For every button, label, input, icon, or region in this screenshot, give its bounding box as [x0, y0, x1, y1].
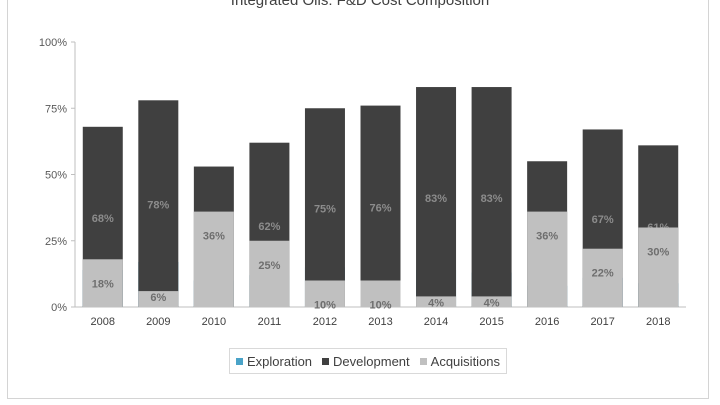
x-tick-label: 2010 [202, 316, 226, 328]
data-label: 10% [314, 300, 336, 312]
legend-item: Development [322, 354, 410, 369]
data-label: 18% [92, 278, 114, 290]
data-label: 75% [314, 204, 336, 216]
bar-segment-acquisitions [582, 248, 623, 307]
bar-segment-acquisitions [82, 259, 123, 307]
data-label: 25% [258, 260, 280, 272]
bar-segment-development [471, 87, 512, 307]
bar-segment-development [416, 87, 457, 307]
bar-segment-acquisitions [138, 291, 179, 307]
data-label: 83% [481, 193, 503, 205]
x-tick-label: 2012 [313, 316, 337, 328]
data-label: 83% [425, 193, 447, 205]
data-label: 22% [592, 268, 614, 280]
chart-title: Integrated Oils: F&D Cost Composition [230, 0, 490, 9]
legend-item: Exploration [236, 354, 312, 369]
bar-segment-acquisitions [193, 211, 234, 307]
x-tick-label: 2008 [91, 316, 115, 328]
data-label: 4% [428, 297, 444, 309]
data-label: 62% [258, 221, 280, 233]
data-label: 78% [147, 200, 169, 212]
bar-segment-acquisitions [360, 280, 401, 307]
bar-segment-acquisitions [527, 211, 568, 307]
x-tick-label: 2017 [590, 316, 614, 328]
bar-segment-acquisitions [249, 240, 290, 307]
chart-legend: Exploration Development Acquisitions [229, 348, 508, 374]
data-label: 10% [369, 300, 391, 312]
bar-segment-development [360, 105, 401, 307]
y-tick-label: 75% [45, 103, 67, 115]
data-label: 76% [369, 202, 391, 214]
legend-label: Development [333, 353, 410, 369]
x-tick-label: 2016 [535, 316, 559, 328]
x-tick-label: 2018 [646, 316, 670, 328]
bar-segment-acquisitions [471, 296, 512, 307]
y-tick-label: 0% [51, 302, 67, 314]
x-tick-label: 2013 [368, 316, 392, 328]
legend-label: Exploration [247, 353, 313, 369]
legend-label: Acquisitions [430, 353, 501, 369]
bar-segment-acquisitions [304, 280, 345, 307]
y-tick-label: 25% [45, 236, 67, 248]
data-label: 68% [92, 213, 114, 225]
x-tick-label: 2009 [146, 316, 170, 328]
legend-swatch [236, 357, 243, 365]
bar-segment-development [304, 108, 345, 307]
y-tick-label: 100% [39, 37, 67, 49]
y-tick-label: 50% [45, 170, 67, 182]
legend-swatch [322, 357, 330, 365]
legend-item: Acquisitions [419, 353, 501, 369]
x-tick-label: 2015 [479, 316, 503, 328]
x-tick-label: 2011 [258, 316, 282, 328]
data-label: 30% [647, 247, 669, 259]
data-label: 6% [150, 292, 166, 304]
bar-segment-acquisitions [416, 296, 457, 307]
legend-swatch [419, 357, 427, 365]
bar-segment-development [138, 100, 179, 307]
data-label: 4% [484, 297, 500, 309]
data-label: 36% [536, 231, 558, 243]
bar-segment-acquisitions [638, 227, 679, 307]
data-label: 36% [203, 231, 225, 243]
x-tick-label: 2014 [424, 316, 448, 328]
data-label: 67% [592, 214, 614, 226]
